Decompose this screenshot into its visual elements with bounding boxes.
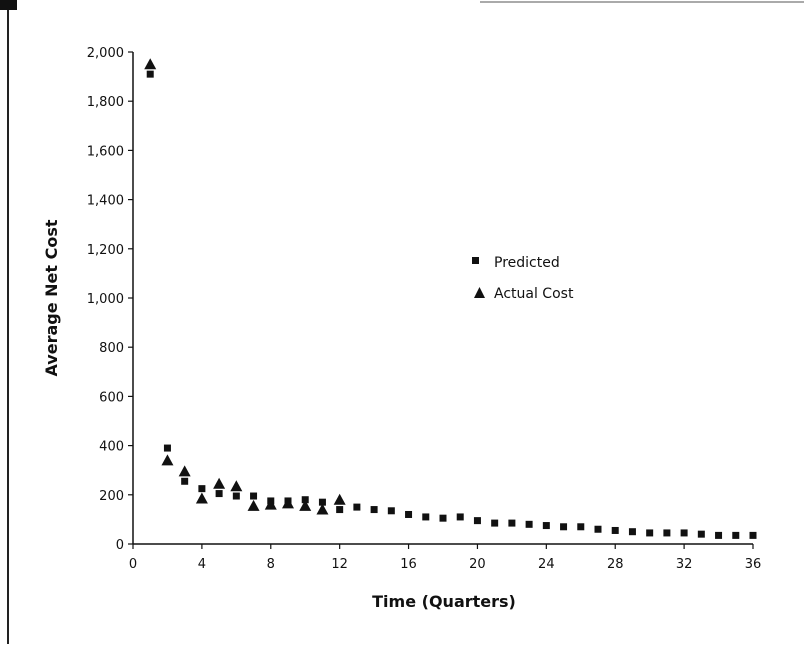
y-tick-label: 0 [116, 538, 124, 553]
predicted-point [336, 506, 344, 514]
predicted-point [491, 519, 499, 527]
actual-cost-point [161, 454, 174, 466]
y-axis-ticks: 0 200 400 600 800 1,000 1,200 1,400 1,600 1,800 2,… [87, 46, 133, 553]
actual-cost-point [213, 477, 226, 489]
predicted-point [697, 530, 705, 538]
y-tick-label: 1,400 [87, 194, 124, 209]
predicted-point [232, 492, 240, 500]
actual-cost-point [178, 465, 191, 477]
actual-cost-point [282, 497, 294, 509]
x-tick-label: 24 [538, 557, 555, 572]
predicted-point [577, 523, 585, 531]
predicted-point [439, 514, 447, 522]
predicted-point [663, 529, 671, 537]
predicted-point [353, 503, 361, 511]
legend: Predicted Actual Cost [472, 255, 574, 302]
actual-cost-point [247, 499, 260, 511]
x-tick-label: 4 [198, 557, 206, 572]
actual-cost-point [195, 492, 208, 504]
predicted-point [560, 523, 568, 531]
predicted-point [181, 477, 189, 485]
predicted-point [473, 517, 481, 525]
predicted-point [594, 525, 602, 533]
y-tick-label: 1,800 [87, 95, 124, 110]
predicted-point [749, 531, 757, 539]
x-axis-title: Time (Quarters) [372, 592, 516, 611]
y-tick-label: 1,000 [87, 292, 124, 307]
actual-cost-point [230, 480, 243, 492]
y-tick-label: 1,200 [87, 243, 124, 258]
predicted-point [542, 522, 550, 530]
legend-marker-predicted [472, 257, 479, 264]
predicted-point [715, 531, 723, 539]
data-points [144, 58, 757, 539]
predicted-point [422, 513, 430, 521]
y-axis-title: Average Net Cost [42, 219, 61, 376]
x-tick-label: 16 [400, 557, 417, 572]
y-tick-label: 1,600 [87, 144, 124, 159]
y-tick-label: 200 [99, 489, 124, 504]
legend-label-actual-cost: Actual Cost [494, 286, 574, 302]
series-actual-cost [144, 58, 346, 515]
legend-marker-actual-cost [474, 287, 485, 298]
y-tick-label: 400 [99, 440, 124, 455]
predicted-point [628, 528, 636, 536]
predicted-point [508, 519, 516, 527]
predicted-point [732, 531, 740, 539]
predicted-point [646, 529, 654, 537]
x-tick-label: 32 [676, 557, 693, 572]
predicted-point [525, 520, 533, 528]
actual-cost-point [299, 499, 312, 511]
predicted-point [456, 513, 464, 521]
predicted-point [405, 510, 413, 518]
predicted-point [611, 526, 619, 534]
actual-cost-point [144, 58, 157, 70]
predicted-point [163, 444, 171, 452]
y-tick-label: 800 [99, 341, 124, 356]
x-axis-ticks: 0 4 8 12 16 20 24 28 32 36 [129, 544, 761, 572]
predicted-point [250, 492, 258, 500]
x-tick-label: 12 [331, 557, 348, 572]
predicted-point [370, 506, 378, 514]
axes [132, 52, 753, 545]
predicted-point [301, 496, 309, 504]
actual-cost-point [316, 503, 329, 515]
corner-mark [0, 0, 17, 10]
predicted-point [198, 485, 206, 493]
predicted-point [387, 507, 395, 515]
predicted-point [215, 490, 223, 498]
actual-cost-point [333, 493, 346, 505]
predicted-point [680, 529, 688, 537]
legend-label-predicted: Predicted [494, 255, 560, 271]
predicted-point [146, 70, 154, 78]
x-tick-label: 36 [745, 557, 762, 572]
y-tick-label: 600 [99, 390, 124, 405]
x-tick-label: 20 [469, 557, 486, 572]
y-tick-label: 2,000 [87, 46, 124, 61]
actual-cost-point [264, 498, 277, 510]
x-tick-label: 8 [267, 557, 275, 572]
x-tick-label: 0 [129, 557, 137, 572]
x-tick-label: 28 [607, 557, 624, 572]
series-predicted [146, 70, 757, 539]
predicted-point [318, 498, 326, 506]
